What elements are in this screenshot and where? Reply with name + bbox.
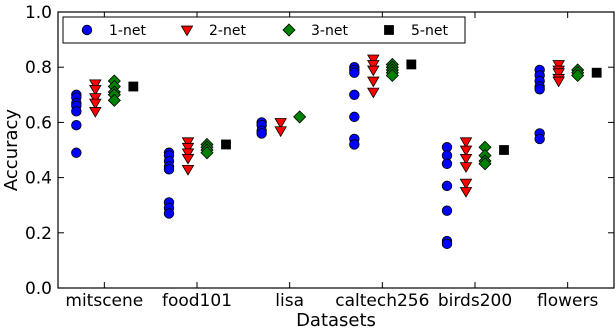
legend-label-2-net: 2-net [209, 23, 246, 39]
point-3-net-caltech256 [385, 68, 399, 83]
point-1-net-birds200 [441, 205, 453, 216]
point-2-net-mitscene [89, 93, 102, 104]
legend-label-5-net: 5-net [411, 23, 448, 39]
point-2-net-caltech256 [367, 76, 380, 88]
point-2-net-lisa [274, 126, 287, 138]
x-tick-label-birds200: birds200 [438, 291, 512, 311]
point-1-net-mitscene [71, 106, 82, 117]
x-tick-label-food101: food101 [162, 291, 232, 311]
point-3-net-food101 [200, 146, 214, 160]
series-5-net [128, 59, 602, 155]
point-1-net-caltech256 [349, 89, 360, 101]
point-2-net-flowers [552, 60, 565, 71]
point-3-net-flowers [571, 68, 585, 83]
point-2-net-birds200 [459, 187, 473, 198]
x-tick-label-mitscene: mitscene [65, 291, 143, 311]
x-tick-label-lisa: lisa [275, 291, 304, 311]
point-2-net-lisa [274, 118, 287, 129]
point-1-net-food101 [163, 164, 175, 175]
legend-marker-1-net [81, 24, 93, 36]
point-1-net-birds200 [441, 158, 453, 170]
point-2-net-flowers [552, 68, 565, 80]
point-2-net-food101 [181, 142, 195, 154]
point-1-net-mitscene [71, 119, 82, 131]
point-2-net-food101 [181, 153, 195, 165]
y-tick-label: 0.0 [25, 279, 52, 299]
point-2-net-birds200 [459, 153, 473, 165]
point-1-net-caltech256 [349, 111, 360, 123]
point-2-net-flowers [552, 76, 565, 88]
point-1-net-flowers [534, 133, 545, 145]
point-3-net-birds200 [478, 157, 492, 171]
point-5-net-birds200 [499, 145, 509, 155]
point-5-net-caltech256 [406, 59, 417, 70]
point-5-net-flowers [591, 67, 602, 78]
y-tick-label: 0.2 [25, 224, 52, 244]
point-2-net-birds200 [459, 145, 473, 157]
point-1-net-birds200 [441, 180, 453, 192]
series-3-net [107, 57, 585, 171]
plot-frame [57, 11, 615, 289]
point-2-net-food101 [181, 137, 195, 149]
point-2-net-mitscene [89, 107, 102, 118]
point-3-net-mitscene [107, 93, 121, 107]
y-tick-label: 0.6 [25, 113, 52, 133]
point-2-net-caltech256 [367, 60, 380, 71]
point-2-net-birds200 [459, 178, 473, 190]
series-2-net [89, 54, 565, 198]
point-3-net-lisa [293, 110, 307, 124]
y-tick-label: 0.8 [25, 58, 52, 78]
point-2-net-caltech256 [367, 54, 380, 66]
point-2-net-mitscene [89, 98, 102, 110]
point-1-net-mitscene [71, 147, 82, 158]
point-1-net-birds200 [441, 238, 453, 250]
y-axis-title: Accuracy [1, 109, 22, 192]
point-1-net-flowers [534, 84, 545, 95]
point-1-net-caltech256 [349, 67, 360, 78]
point-2-net-birds200 [459, 137, 473, 149]
point-2-net-caltech256 [367, 65, 380, 77]
legend-marker-2-net [180, 25, 194, 37]
point-1-net-lisa [256, 128, 267, 139]
x-tick-label-flowers: flowers [537, 291, 598, 311]
legend-label-1-net: 1-net [109, 23, 146, 39]
point-5-net-food101 [221, 139, 231, 150]
legend-label-3-net: 3-net [311, 23, 348, 39]
y-tick-label: 1.0 [25, 3, 52, 23]
legend-marker-3-net [282, 23, 296, 37]
point-2-net-birds200 [459, 162, 473, 173]
x-axis-title: Datasets [296, 310, 376, 330]
point-1-net-caltech256 [349, 139, 360, 150]
point-2-net-food101 [181, 164, 195, 176]
y-tick-label: 0.4 [25, 169, 52, 189]
point-2-net-food101 [181, 148, 195, 160]
point-2-net-caltech256 [367, 87, 380, 99]
series-1-net [71, 61, 545, 250]
point-1-net-food101 [163, 208, 175, 219]
x-tick-label-caltech256: caltech256 [335, 291, 429, 311]
point-2-net-mitscene [89, 84, 102, 96]
point-5-net-mitscene [128, 81, 139, 92]
point-2-net-mitscene [89, 79, 102, 91]
legend-marker-5-net [384, 25, 394, 35]
legend-box [62, 16, 466, 44]
